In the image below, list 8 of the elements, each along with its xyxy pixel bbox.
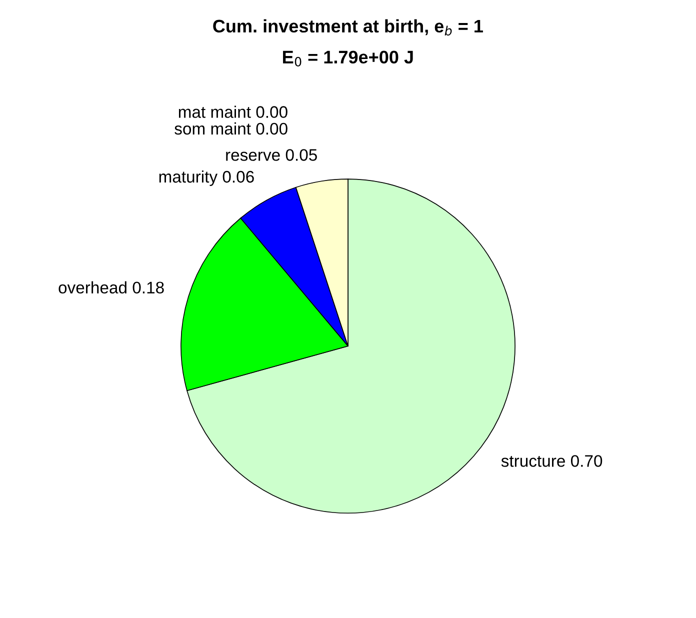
slice-label: structure 0.70 xyxy=(501,455,602,467)
category-label: som maint 0.00 xyxy=(174,122,288,135)
category-label: mat maint 0.00 xyxy=(178,106,288,118)
chart-subtitle: E$_{0}$ = 1.79e+00 J xyxy=(283,50,413,66)
slice-label: maturity 0.06 xyxy=(159,170,254,186)
chart-title: Cum. investment at birth, e$_{b}$ = 1 xyxy=(213,19,483,36)
slice-label: overhead 0.18 xyxy=(58,281,164,294)
slice-label: reserve 0.05 xyxy=(226,149,317,161)
